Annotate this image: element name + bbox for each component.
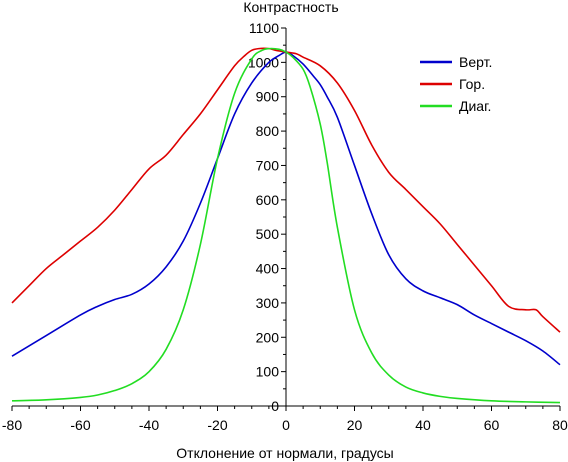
y-tick-label: 1100 bbox=[249, 20, 279, 36]
legend-label-1: Верт. bbox=[459, 54, 492, 70]
ticks: -80 -60 -40 -20 0 20 40 60 800100200300400500600… bbox=[2, 20, 568, 433]
series-group bbox=[11, 47, 561, 404]
legend: Верт. Гор. Диаг. bbox=[420, 54, 492, 114]
y-tick-label: 700 bbox=[256, 157, 280, 173]
y-tick-label: 300 bbox=[256, 295, 280, 311]
chart-title: Контрастность bbox=[243, 0, 338, 15]
x-tick-label: -40 bbox=[139, 417, 159, 433]
y-tick-label: 600 bbox=[256, 192, 280, 208]
x-tick-label: 60 bbox=[484, 417, 500, 433]
y-tick-label: 0 bbox=[271, 398, 279, 414]
x-tick-label: 20 bbox=[347, 417, 363, 433]
x-tick-label: -80 bbox=[2, 417, 22, 433]
y-tick-label: 400 bbox=[256, 261, 280, 277]
x-tick-label: -60 bbox=[70, 417, 90, 433]
legend-label-3: Диаг. bbox=[459, 98, 491, 114]
series-line-2 bbox=[11, 47, 561, 333]
legend-label-2: Гор. bbox=[459, 76, 485, 92]
x-axis-title: Отклонение от нормали, градусы bbox=[176, 445, 393, 461]
y-tick-label: 500 bbox=[256, 226, 280, 242]
series-line-1 bbox=[11, 51, 561, 366]
series-line-3 bbox=[11, 47, 561, 404]
y-tick-label: 200 bbox=[256, 329, 280, 345]
x-tick-label: 80 bbox=[552, 417, 568, 433]
x-tick-label: 40 bbox=[415, 417, 431, 433]
y-tick-label: 900 bbox=[256, 89, 280, 105]
y-tick-label: 100 bbox=[256, 364, 280, 380]
x-tick-label: -20 bbox=[207, 417, 227, 433]
y-tick-label: 800 bbox=[256, 123, 280, 139]
y-tick-label: 1000 bbox=[248, 54, 279, 70]
x-tick-label: 0 bbox=[282, 417, 290, 433]
